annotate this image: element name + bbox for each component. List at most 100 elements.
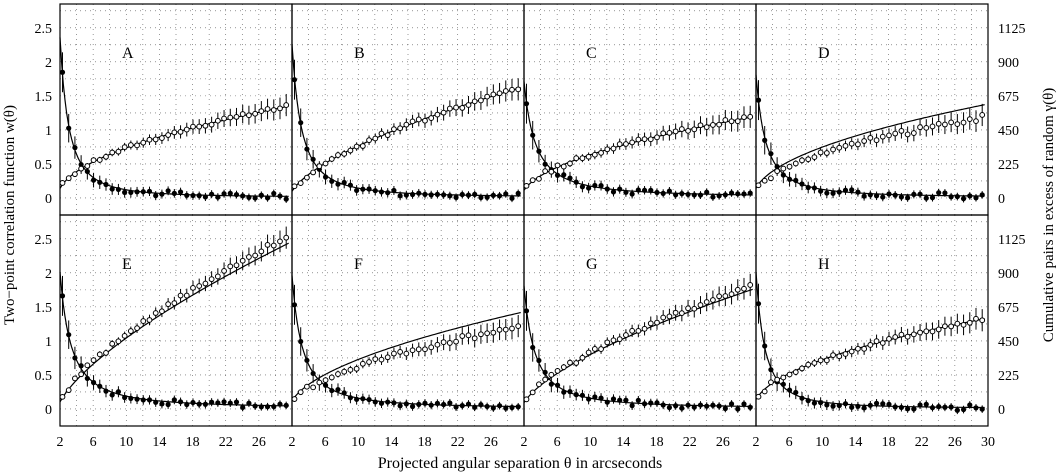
gamma-data-point bbox=[591, 346, 598, 352]
w-data-point bbox=[271, 190, 277, 197]
gamma-model-curve bbox=[755, 318, 985, 400]
w-data-point bbox=[567, 389, 573, 395]
gamma-data-point bbox=[208, 121, 215, 128]
w-data-point bbox=[490, 405, 496, 411]
w-data-point bbox=[372, 188, 378, 194]
w-data-point bbox=[258, 404, 264, 410]
w-data-point bbox=[836, 402, 842, 409]
gamma-data-point bbox=[672, 128, 679, 135]
x-tick-label: 18 bbox=[418, 435, 432, 450]
w-data-point bbox=[271, 403, 277, 410]
w-data-point bbox=[728, 401, 735, 407]
w-data-point bbox=[586, 185, 592, 191]
gamma-data-point bbox=[496, 90, 503, 97]
w-data-point bbox=[948, 194, 954, 200]
y-right-tick-label: 1125 bbox=[998, 233, 1025, 248]
gamma-data-point bbox=[415, 116, 422, 123]
gamma-data-point bbox=[341, 368, 348, 375]
gamma-data-point bbox=[842, 351, 849, 357]
gamma-data-point bbox=[140, 318, 147, 324]
gamma-data-point bbox=[415, 346, 422, 353]
gamma-data-point bbox=[59, 393, 66, 400]
y-right-tick-label: 225 bbox=[998, 158, 1019, 173]
w-data-point bbox=[447, 400, 453, 406]
w-data-point bbox=[728, 190, 735, 196]
w-data-point bbox=[341, 390, 347, 396]
gamma-data-point bbox=[886, 335, 892, 342]
panels: A00.511.522.5B C D02254506759001125E00.511… bbox=[35, 3, 1025, 450]
gamma-data-point bbox=[297, 180, 304, 186]
gamma-data-point bbox=[768, 379, 774, 386]
x-tick-label: 18 bbox=[882, 435, 896, 450]
w-data-point bbox=[691, 404, 697, 410]
w-data-point bbox=[159, 401, 165, 407]
w-data-point bbox=[735, 406, 741, 412]
w-data-point bbox=[215, 400, 221, 406]
y-left-tick-label: 1 bbox=[45, 335, 52, 350]
w-data-point bbox=[855, 189, 861, 195]
w-data-point bbox=[954, 193, 960, 200]
gamma-data-point bbox=[440, 109, 447, 116]
gamma-data-point bbox=[780, 165, 787, 172]
w-data-point bbox=[484, 403, 490, 410]
w-data-point bbox=[146, 188, 153, 194]
w-data-point bbox=[196, 193, 202, 199]
gamma-data-point bbox=[359, 360, 366, 367]
w-data-point bbox=[755, 301, 762, 307]
w-data-point bbox=[310, 370, 316, 377]
gamma-data-point bbox=[372, 135, 379, 142]
w-data-point bbox=[929, 195, 936, 201]
w-data-point bbox=[366, 186, 372, 192]
w-data-point bbox=[422, 400, 428, 406]
gamma-data-point bbox=[598, 346, 604, 352]
gamma-data-point bbox=[836, 144, 843, 151]
gamma-data-point bbox=[917, 329, 923, 336]
gamma-data-point bbox=[542, 168, 549, 175]
w-data-point bbox=[936, 404, 942, 410]
gamma-data-point bbox=[805, 361, 812, 368]
w-data-point bbox=[134, 189, 140, 195]
gamma-data-point bbox=[384, 354, 391, 361]
w-data-point bbox=[246, 400, 252, 406]
gamma-data-point bbox=[579, 155, 586, 162]
w-data-point bbox=[898, 404, 905, 411]
w-data-point bbox=[530, 132, 536, 138]
w-data-point bbox=[542, 369, 548, 375]
w-data-point bbox=[72, 144, 78, 151]
gamma-data-point bbox=[304, 383, 310, 390]
w-data-point bbox=[786, 176, 793, 182]
gamma-data-point bbox=[391, 126, 397, 133]
w-data-point bbox=[886, 401, 892, 407]
y-right-tick-label: 1125 bbox=[998, 22, 1025, 37]
w-data-point bbox=[140, 397, 146, 403]
w-data-point bbox=[849, 187, 855, 193]
gamma-data-point bbox=[836, 353, 843, 360]
gamma-data-point bbox=[747, 113, 754, 120]
gamma-data-point bbox=[322, 377, 329, 384]
gamma-data-point bbox=[496, 326, 503, 333]
gamma-data-point bbox=[134, 325, 140, 332]
gamma-data-point bbox=[446, 105, 453, 112]
w-data-point bbox=[177, 399, 184, 405]
gamma-data-point bbox=[322, 160, 329, 167]
w-data-point bbox=[496, 403, 503, 409]
w-data-point bbox=[780, 381, 786, 387]
w-data-point bbox=[298, 338, 304, 345]
w-data-point bbox=[233, 399, 240, 405]
w-data-point bbox=[641, 401, 648, 407]
w-data-point bbox=[84, 375, 90, 382]
w-model-curve bbox=[59, 272, 289, 407]
w-data-point bbox=[153, 193, 159, 199]
gamma-data-point bbox=[453, 104, 459, 111]
w-data-point bbox=[233, 191, 240, 198]
w-data-point bbox=[979, 192, 985, 198]
w-data-point bbox=[873, 400, 880, 406]
w-data-point bbox=[134, 396, 140, 402]
gamma-data-point bbox=[774, 376, 781, 383]
w-data-point bbox=[360, 396, 366, 402]
w-data-point bbox=[629, 191, 635, 197]
w-data-point bbox=[911, 406, 917, 412]
x-tick-label: 2 bbox=[289, 435, 296, 450]
